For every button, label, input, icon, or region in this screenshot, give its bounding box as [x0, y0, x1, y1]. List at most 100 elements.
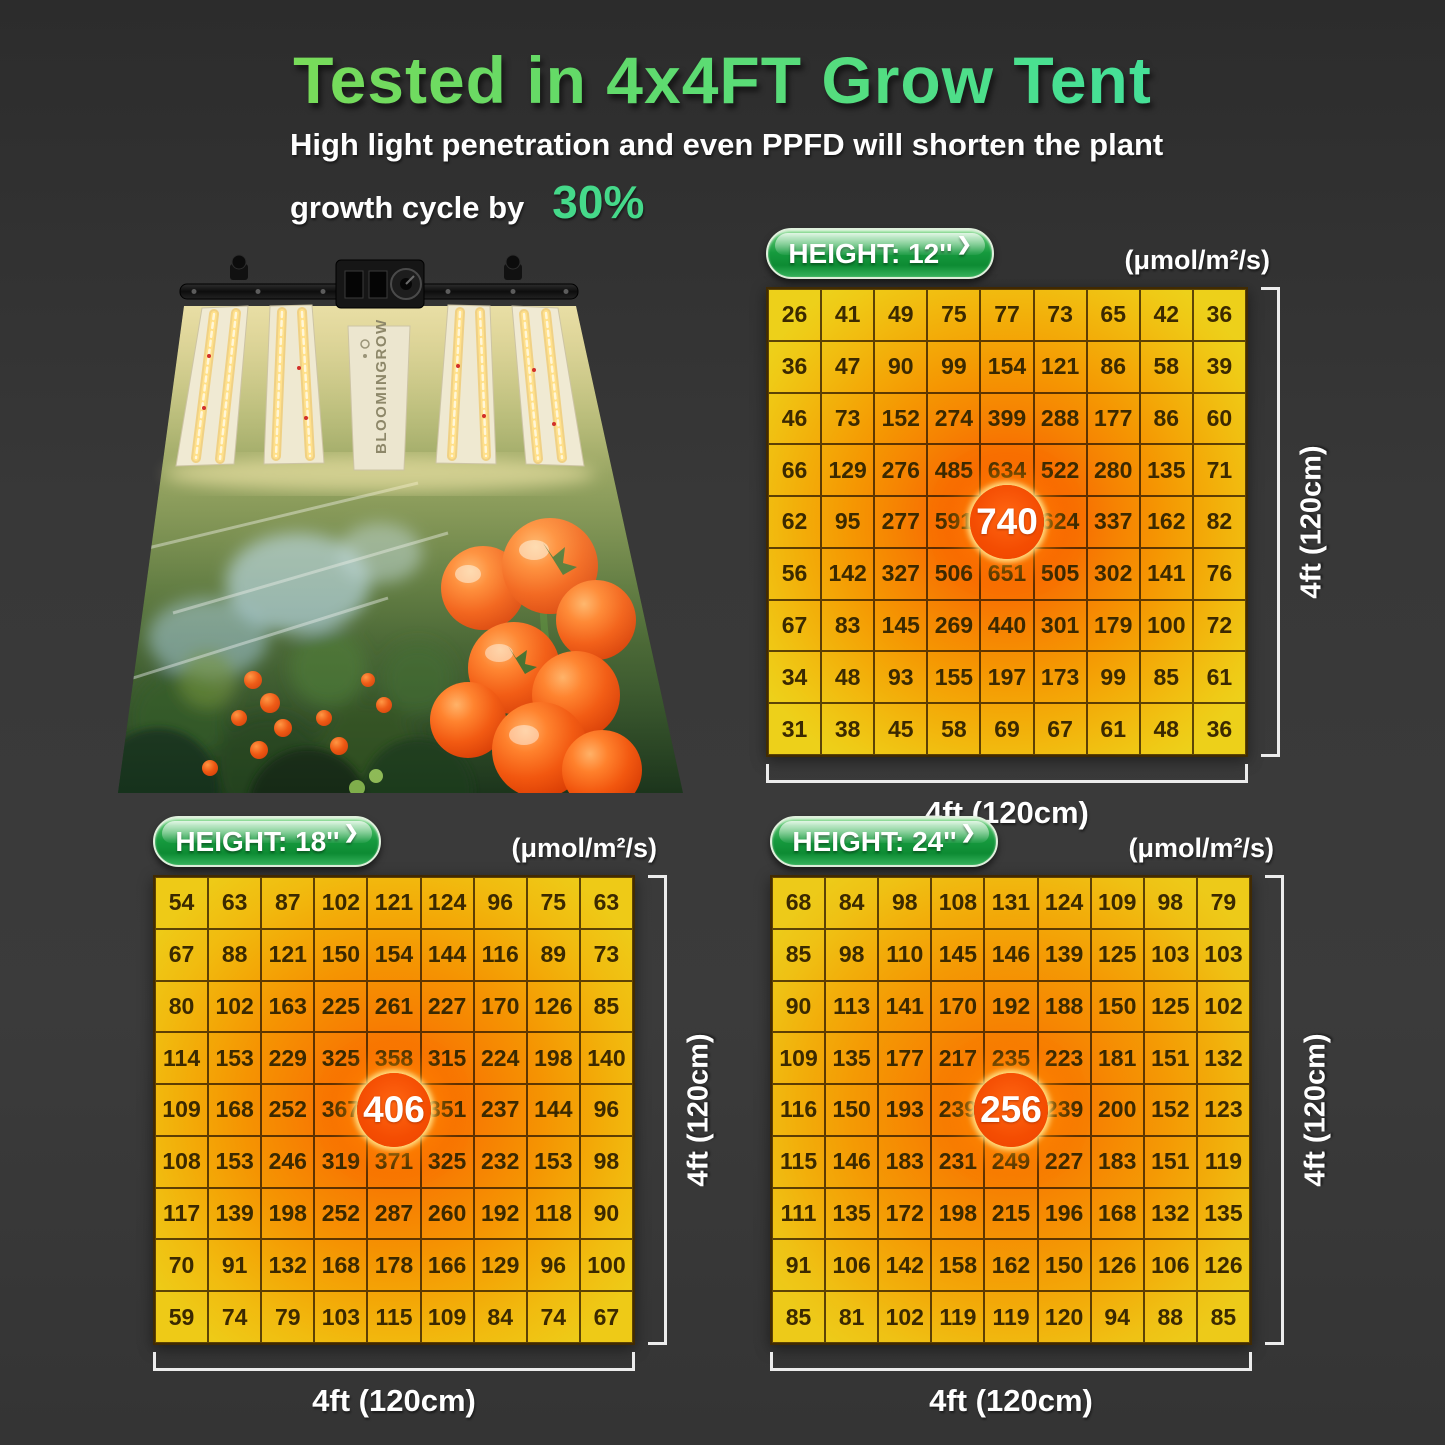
ppfd-cell: 351 — [420, 1084, 474, 1136]
ppfd-cell: 47 — [821, 340, 875, 393]
ppfd-cell: 121 — [367, 877, 421, 929]
ppfd-cell: 85 — [772, 1291, 826, 1343]
grow-light-illustration: BLOOMINGROW — [118, 254, 683, 793]
page-title: Tested in 4x4FT Grow Tent — [0, 42, 1445, 118]
chevron-right-icon: ❯ — [960, 822, 976, 842]
ppfd-panel-12in: HEIGHT: 12'' ❯ (μmol/m²/s) 26 41 49 75 77 73 6… — [766, 228, 1328, 830]
brand-text: BLOOMINGROW — [373, 318, 390, 454]
ppfd-cell: 76 — [1192, 547, 1246, 600]
ppfd-cell: 140 — [579, 1032, 633, 1085]
ppfd-panel-18in: HEIGHT: 18'' ❯ (μmol/m²/s) 54 63 87 102 121 1… — [153, 816, 715, 1418]
ppfd-cell: 48 — [821, 651, 875, 704]
ppfd-heatmap-18in: 54 63 87 102 121 124 96 75 63 67 88 121 150 154 144 116… — [153, 875, 635, 1345]
ppfd-cell: 192 — [473, 1187, 527, 1240]
height-badge-label: HEIGHT: 18'' — [175, 825, 340, 857]
ppfd-cell: 87 — [261, 877, 315, 929]
product-image: BLOOMINGROW — [118, 248, 683, 793]
ppfd-cell: 83 — [821, 599, 875, 652]
ppfd-cell: 225 — [314, 980, 368, 1033]
horizontal-bracket — [766, 764, 1248, 783]
ppfd-cell: 36 — [768, 340, 822, 393]
ppfd-cell: 200 — [1090, 1084, 1144, 1136]
ppfd-cell: 153 — [208, 1135, 262, 1188]
ppfd-cell: 77 — [980, 289, 1034, 341]
ppfd-cell: 85 — [1196, 1291, 1250, 1343]
horizontal-bracket — [153, 1352, 635, 1371]
ppfd-cell: 84 — [825, 877, 879, 929]
ppfd-cell: 121 — [261, 928, 315, 981]
ppfd-cell: 287 — [367, 1187, 421, 1240]
red-diodes — [202, 354, 556, 426]
ppfd-cell: 115 — [367, 1291, 421, 1343]
ppfd-cell: 177 — [1086, 392, 1140, 445]
ppfd-cell: 146 — [984, 928, 1038, 981]
ppfd-cell: 132 — [1143, 1187, 1197, 1240]
ppfd-cell: 34 — [768, 651, 822, 704]
ppfd-cell: 98 — [579, 1135, 633, 1188]
ppfd-cell: 90 — [772, 980, 826, 1033]
ppfd-cell: 132 — [1196, 1032, 1250, 1085]
ppfd-cell: 103 — [1143, 928, 1197, 981]
ppfd-cell: 63 — [579, 877, 633, 929]
ppfd-cell: 193 — [878, 1084, 932, 1136]
ppfd-cell: 85 — [772, 928, 826, 981]
ppfd-cell: 65 — [1086, 289, 1140, 341]
ppfd-cell: 109 — [420, 1291, 474, 1343]
ppfd-cell: 88 — [1143, 1291, 1197, 1343]
ppfd-cell: 183 — [878, 1135, 932, 1188]
ppfd-cell: 162 — [984, 1239, 1038, 1292]
height-badge-24: HEIGHT: 24'' ❯ — [770, 816, 998, 867]
ppfd-cell: 223 — [1037, 1032, 1091, 1085]
ppfd-cell: 277 — [874, 496, 928, 548]
ppfd-cell: 152 — [874, 392, 928, 445]
ppfd-cell: 93 — [874, 651, 928, 704]
x-axis-label: 4ft (120cm) — [312, 1383, 476, 1418]
vertical-bracket — [648, 875, 667, 1345]
units-label: (μmol/m²/s) — [1128, 833, 1274, 863]
ppfd-cell: 102 — [314, 877, 368, 929]
ppfd-cell: 142 — [878, 1239, 932, 1292]
ppfd-cell: 153 — [208, 1032, 262, 1085]
ppfd-cell: 406 — [356, 1072, 431, 1147]
ppfd-cell: 150 — [1037, 1239, 1091, 1292]
ppfd-cell: 88 — [208, 928, 262, 981]
ppfd-cell: 315 — [420, 1032, 474, 1085]
ppfd-cell: 139 — [208, 1187, 262, 1240]
ppfd-cell: 181 — [1090, 1032, 1144, 1085]
ppfd-cell: 198 — [261, 1187, 315, 1240]
ppfd-cell: 125 — [1143, 980, 1197, 1033]
ppfd-cell: 100 — [579, 1239, 633, 1292]
ppfd-cell: 124 — [420, 877, 474, 929]
ppfd-cell: 36 — [1192, 289, 1246, 341]
ppfd-cell: 116 — [772, 1084, 826, 1136]
ppfd-cell: 85 — [1139, 651, 1193, 704]
ppfd-cell: 115 — [772, 1135, 826, 1188]
ppfd-cell: 239 — [1037, 1084, 1091, 1136]
subtitle-line2: growth cycle by 30% — [290, 174, 1163, 232]
ppfd-cell: 124 — [1037, 877, 1091, 929]
ppfd-cell: 58 — [1139, 340, 1193, 393]
ppfd-cell: 96 — [579, 1084, 633, 1136]
ppfd-cell: 177 — [878, 1032, 932, 1085]
ppfd-cell: 522 — [1033, 444, 1087, 497]
ppfd-cell: 327 — [874, 547, 928, 600]
center-driver-panel: BLOOMINGROW — [347, 318, 411, 471]
x-axis-label: 4ft (120cm) — [929, 1383, 1093, 1418]
peak-value-highlight: 406 — [356, 1072, 431, 1147]
ppfd-cell: 111 — [772, 1187, 826, 1240]
ppfd-cell: 179 — [1086, 599, 1140, 652]
ppfd-cell: 227 — [1037, 1135, 1091, 1188]
ppfd-cell: 162 — [1139, 496, 1193, 548]
height-badge-label: HEIGHT: 24'' — [792, 825, 957, 857]
ppfd-cell: 59 — [155, 1291, 209, 1343]
ppfd-cell: 141 — [1139, 547, 1193, 600]
ppfd-cell: 36 — [1192, 703, 1246, 755]
ppfd-cell: 135 — [825, 1187, 879, 1240]
ppfd-cell: 173 — [1033, 651, 1087, 704]
ppfd-cell: 91 — [208, 1239, 262, 1292]
ppfd-cell: 192 — [984, 980, 1038, 1033]
ppfd-cell: 325 — [314, 1032, 368, 1085]
ppfd-cell: 99 — [1086, 651, 1140, 704]
ppfd-cell: 85 — [579, 980, 633, 1033]
ppfd-cell: 217 — [931, 1032, 985, 1085]
